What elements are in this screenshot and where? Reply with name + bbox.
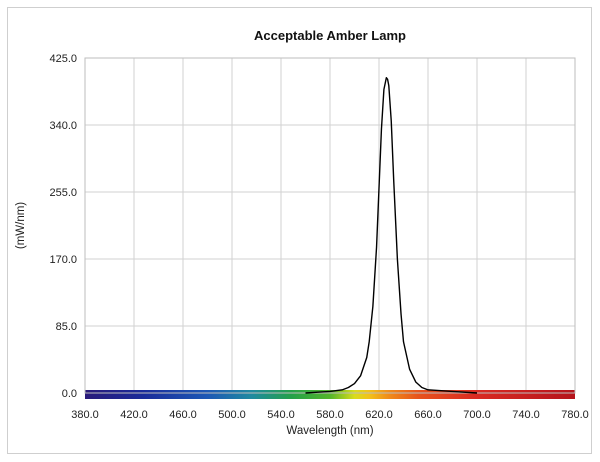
plot-border (84, 57, 576, 394)
x-axis-ticks: 380.0 420.0 460.0 500.0 540.0 580.0 620.0 660.0… (71, 409, 589, 421)
x-tick-label: 540.0 (267, 409, 295, 421)
y-tick-label: 425.0 (49, 53, 77, 65)
plot-area (84, 57, 576, 394)
x-tick-label: 500.0 (218, 409, 246, 421)
series-line (305, 77, 478, 394)
x-tick-label: 780.0 (561, 409, 589, 421)
x-tick-label: 700.0 (463, 409, 491, 421)
x-tick-label: 580.0 (316, 409, 344, 421)
y-tick-label: 0.0 (62, 388, 77, 400)
y-axis-ticks: 0.0 85.0 170.0 255.0 340.0 425.0 (49, 53, 77, 400)
x-tick-label: 420.0 (120, 409, 148, 421)
y-tick-label: 85.0 (56, 321, 77, 333)
y-tick-label: 170.0 (49, 254, 77, 266)
x-axis-label: Wavelength (nm) (286, 425, 373, 437)
chart-frame (7, 7, 592, 454)
x-tick-label: 740.0 (512, 409, 540, 421)
spectrum-bar (85, 390, 575, 399)
x-tick-label: 660.0 (414, 409, 442, 421)
y-tick-label: 255.0 (49, 187, 77, 199)
x-tick-label: 460.0 (169, 409, 197, 421)
chart-title: Acceptable Amber Lamp (254, 28, 406, 43)
x-tick-label: 380.0 (71, 409, 99, 421)
grid (84, 57, 576, 394)
x-tick-label: 620.0 (365, 409, 393, 421)
y-axis-label: (mW/nm) (15, 202, 27, 249)
y-tick-label: 340.0 (49, 120, 77, 132)
